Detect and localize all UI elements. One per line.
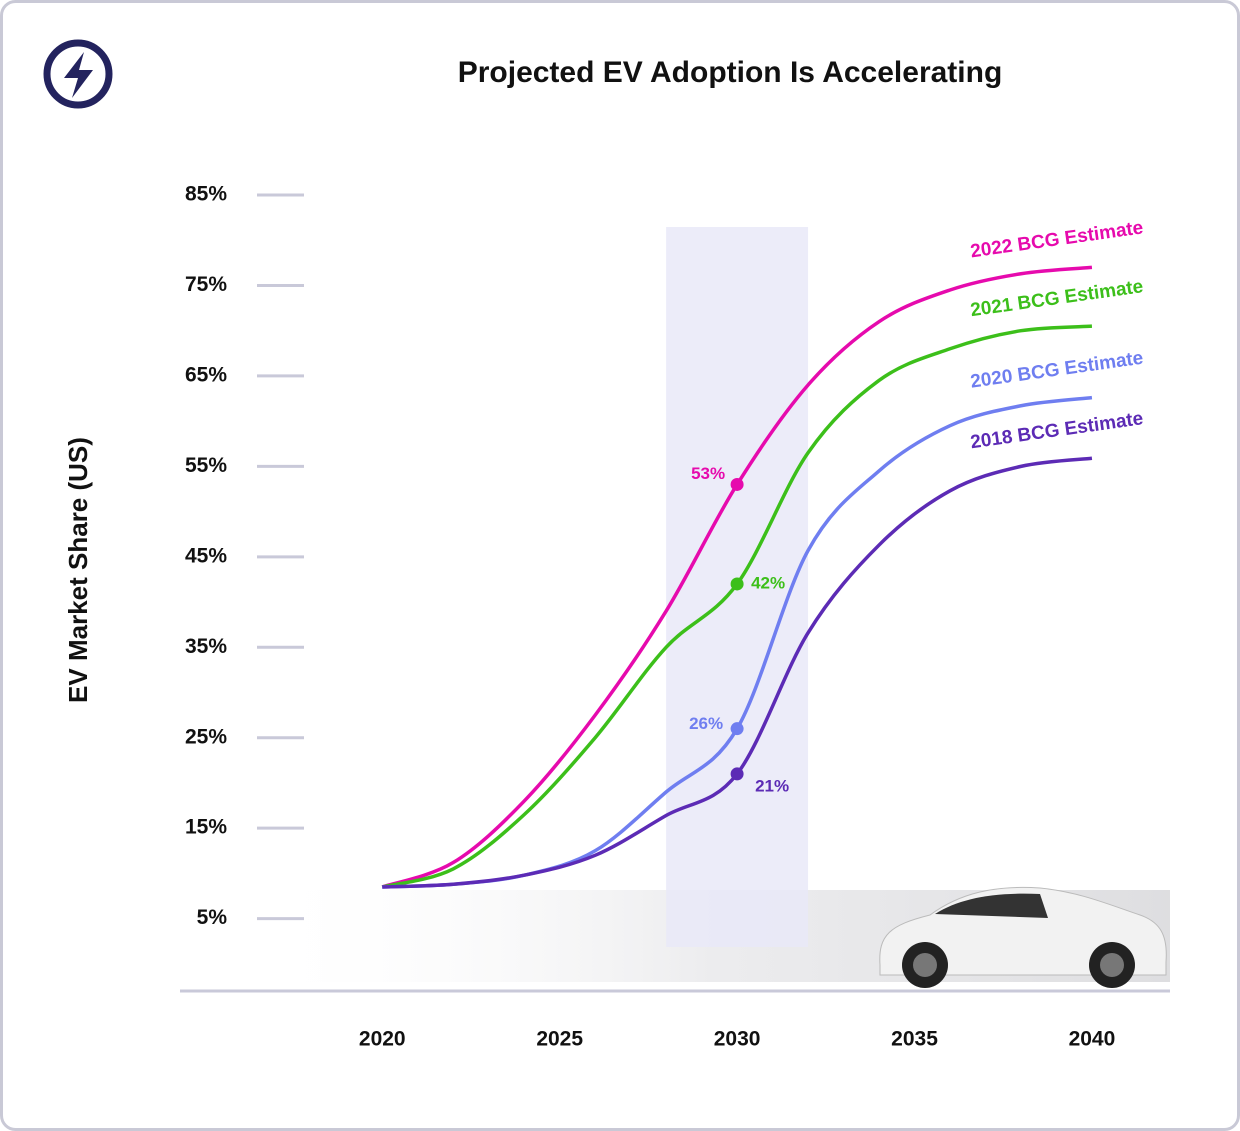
data-point [730,477,744,491]
y-tick-label: 85% [185,183,227,206]
x-tick-label: 2025 [536,1028,583,1051]
data-label: 21% [755,776,789,795]
data-label: 42% [751,573,785,592]
series-line [381,265,1093,889]
chart-title: Projected EV Adoption Is Accelerating [458,56,1003,89]
y-tick-label: 75% [185,273,227,296]
x-tick-label: 2040 [1069,1028,1116,1051]
y-axis-label: EV Market Share (US) [63,437,93,703]
y-tick-label: 45% [185,544,227,567]
y-tick-label: 25% [185,725,227,748]
data-label: 53% [691,464,725,483]
x-tick-label: 2035 [891,1028,938,1051]
y-tick-label: 15% [185,816,227,839]
y-tick-label: 65% [185,363,227,386]
data-point [730,767,744,781]
data-point [730,722,744,736]
data-label: 26% [689,714,723,733]
x-tick-label: 2030 [714,1028,761,1051]
y-tick-label: 35% [185,635,227,658]
y-tick-label: 55% [185,454,227,477]
data-point [730,577,744,591]
y-tick-label: 5% [197,906,228,929]
car [879,886,1167,988]
x-tick-label: 2020 [359,1028,406,1051]
logo [43,39,113,109]
series-line [382,456,1093,889]
